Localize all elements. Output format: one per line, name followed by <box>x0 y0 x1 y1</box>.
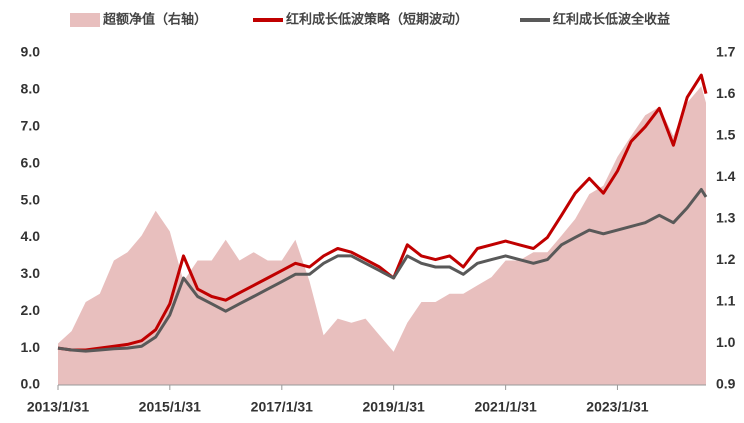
y-tick-label: 6.0 <box>21 154 41 170</box>
x-tick-label: 2019/1/31 <box>362 399 424 415</box>
y-tick-label: 1.0 <box>21 339 41 355</box>
x-tick-label: 2013/1/31 <box>27 399 89 415</box>
area <box>58 86 706 385</box>
y-tick-label: 3.0 <box>21 265 41 281</box>
line <box>57 188 708 353</box>
y-tick-label: 5.0 <box>21 191 41 207</box>
y2-tick-label: 1.4 <box>716 168 736 184</box>
legend-label: 超额净值（右轴） <box>103 12 207 28</box>
y2-tick-label: 1.7 <box>716 44 736 60</box>
line <box>57 73 708 352</box>
legend-label: 红利成长低波策略（短期波动） <box>286 12 468 28</box>
y-tick-label: 9.0 <box>21 44 41 60</box>
legend-swatch <box>70 13 100 27</box>
x-tick-label: 2015/1/31 <box>139 399 201 415</box>
y-tick-label: 2.0 <box>21 302 41 318</box>
x-tick-label: 2021/1/31 <box>474 399 536 415</box>
y2-tick-label: 1.2 <box>716 251 736 267</box>
y2-tick-label: 1.0 <box>716 334 736 350</box>
y2-tick-label: 1.3 <box>716 210 736 226</box>
legend-label: 红利成长低波全收益 <box>553 12 670 28</box>
y2-tick-label: 0.9 <box>716 376 736 392</box>
y2-tick-label: 1.6 <box>716 85 736 101</box>
y2-tick-label: 1.1 <box>716 293 736 309</box>
y-tick-label: 7.0 <box>21 117 41 133</box>
y2-tick-label: 1.5 <box>716 127 736 143</box>
x-tick-label: 2023/1/31 <box>586 399 648 415</box>
y-tick-label: 0.0 <box>21 376 41 392</box>
x-tick-label: 2017/1/31 <box>251 399 313 415</box>
y-tick-label: 8.0 <box>21 81 41 97</box>
y-tick-label: 4.0 <box>21 228 41 244</box>
